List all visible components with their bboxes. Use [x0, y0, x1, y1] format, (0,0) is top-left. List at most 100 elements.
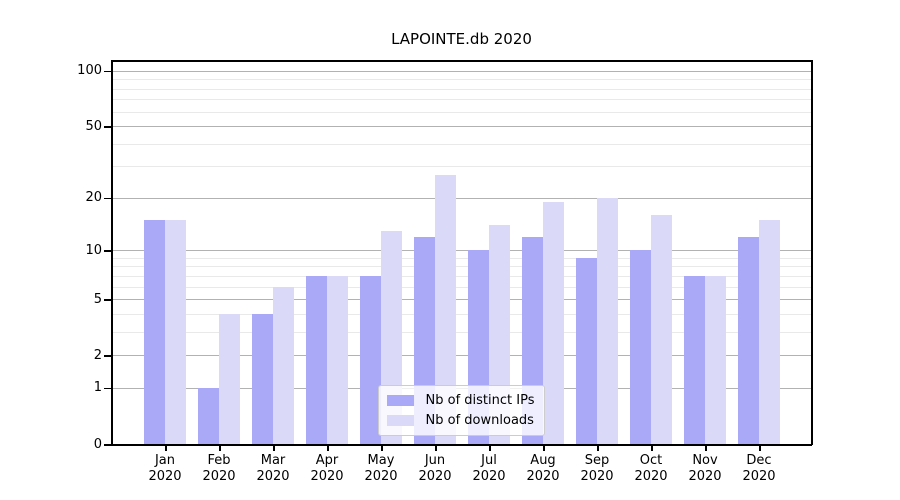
bar-downloads-jun	[435, 174, 456, 444]
y-tick-label: 0	[93, 436, 102, 452]
bar-downloads-sep	[597, 197, 618, 444]
y-tick-mark	[104, 70, 111, 73]
bar-downloads-jan	[165, 219, 186, 444]
x-tick-label: Jul 2020	[454, 453, 524, 485]
bar-downloads-apr	[327, 275, 348, 444]
x-tick-year: 2020	[148, 469, 182, 484]
gridline-minor	[112, 275, 811, 277]
x-tick-year: 2020	[256, 469, 290, 484]
spine-right	[811, 60, 813, 445]
gridline-minor	[112, 313, 811, 315]
legend-label-downloads: Nb of downloads	[425, 413, 534, 428]
x-tick-label: Sep 2020	[562, 453, 632, 485]
spine-left	[111, 60, 113, 445]
x-tick-label: Jun 2020	[400, 453, 470, 485]
gridline-minor	[112, 143, 811, 145]
y-tick-label: 10	[85, 242, 102, 258]
chart-title: LAPOINTE.db 2020	[391, 30, 532, 48]
bar-distinct-ips-jan	[144, 219, 165, 444]
x-tick-mark	[543, 445, 545, 451]
bar-distinct-ips-oct	[630, 250, 651, 444]
y-tick-label: 20	[85, 190, 102, 206]
x-tick-year: 2020	[310, 469, 344, 484]
y-tick-mark	[104, 299, 111, 301]
x-tick-year: 2020	[580, 469, 614, 484]
bar-downloads-mar	[273, 286, 294, 444]
x-tick-mark	[435, 445, 437, 451]
bar-downloads-nov	[705, 275, 726, 444]
y-tick-label: 1	[93, 380, 102, 396]
x-tick-mark	[705, 445, 707, 451]
gridline-major	[112, 299, 811, 301]
x-tick-year: 2020	[472, 469, 506, 484]
x-tick-mark	[381, 445, 383, 451]
bar-distinct-ips-feb	[198, 387, 219, 444]
y-tick-mark	[104, 387, 111, 390]
spine-bottom	[111, 444, 812, 446]
x-tick-label: Feb 2020	[184, 453, 254, 485]
bar-downloads-aug	[543, 201, 564, 444]
bar-distinct-ips-nov	[684, 275, 705, 444]
legend-item-distinct-ips: Nb of distinct IPs	[386, 393, 535, 408]
x-tick-mark	[273, 445, 275, 451]
legend-swatch-distinct-ips	[386, 395, 414, 406]
x-tick-mark	[489, 445, 491, 451]
x-tick-label: May 2020	[346, 453, 416, 485]
gridline-minor	[112, 79, 811, 81]
gridline-minor	[112, 111, 811, 113]
gridline-major	[112, 70, 811, 72]
gridline-minor	[112, 99, 811, 101]
y-tick-label: 100	[77, 63, 102, 79]
x-tick-mark	[759, 445, 761, 451]
gridline-major	[112, 126, 811, 128]
x-tick-year: 2020	[634, 469, 668, 484]
legend-label-distinct-ips: Nb of distinct IPs	[425, 393, 535, 408]
gridline-minor	[112, 286, 811, 288]
x-tick-label: Jan 2020	[130, 453, 200, 485]
bar-downloads-feb	[219, 313, 240, 444]
gridline-major	[112, 250, 811, 252]
y-tick-mark	[104, 197, 111, 200]
gridline-major	[112, 355, 811, 357]
x-tick-mark	[597, 445, 599, 451]
x-tick-year: 2020	[418, 469, 452, 484]
spine-top	[111, 60, 812, 62]
y-tick-label: 5	[93, 291, 102, 307]
x-tick-year: 2020	[202, 469, 236, 484]
gridline-minor	[112, 331, 811, 333]
y-tick-label: 50	[85, 118, 102, 134]
plot-area: Nb of distinct IPs Nb of downloads	[112, 61, 811, 444]
x-tick-label: Apr 2020	[292, 453, 362, 485]
gridline-minor	[112, 88, 811, 90]
y-tick-mark	[104, 250, 111, 252]
x-tick-year: 2020	[526, 469, 560, 484]
x-tick-label: Nov 2020	[670, 453, 740, 485]
y-tick-mark	[104, 444, 111, 446]
bar-distinct-ips-may	[360, 275, 381, 444]
bar-distinct-ips-sep	[576, 257, 597, 444]
x-tick-label: Dec 2020	[724, 453, 794, 485]
x-tick-label: Oct 2020	[616, 453, 686, 485]
x-tick-label: Aug 2020	[508, 453, 578, 485]
x-tick-mark	[165, 445, 167, 451]
y-tick-label: 2	[93, 347, 102, 363]
legend-swatch-downloads	[386, 415, 414, 426]
bar-downloads-dec	[759, 219, 780, 444]
gridline-minor	[112, 257, 811, 259]
bar-distinct-ips-apr	[306, 275, 327, 444]
bar-downloads-oct	[651, 214, 672, 444]
gridline-minor	[112, 166, 811, 168]
gridline-major	[112, 197, 811, 199]
x-tick-mark	[327, 445, 329, 451]
bar-distinct-ips-mar	[252, 313, 273, 444]
legend-item-downloads: Nb of downloads	[386, 413, 535, 428]
x-tick-year: 2020	[688, 469, 722, 484]
x-tick-label: Mar 2020	[238, 453, 308, 485]
bar-distinct-ips-dec	[738, 236, 759, 444]
x-tick-mark	[219, 445, 221, 451]
x-tick-year: 2020	[364, 469, 398, 484]
gridline-minor	[112, 266, 811, 268]
x-tick-year: 2020	[742, 469, 776, 484]
x-tick-mark	[651, 445, 653, 451]
